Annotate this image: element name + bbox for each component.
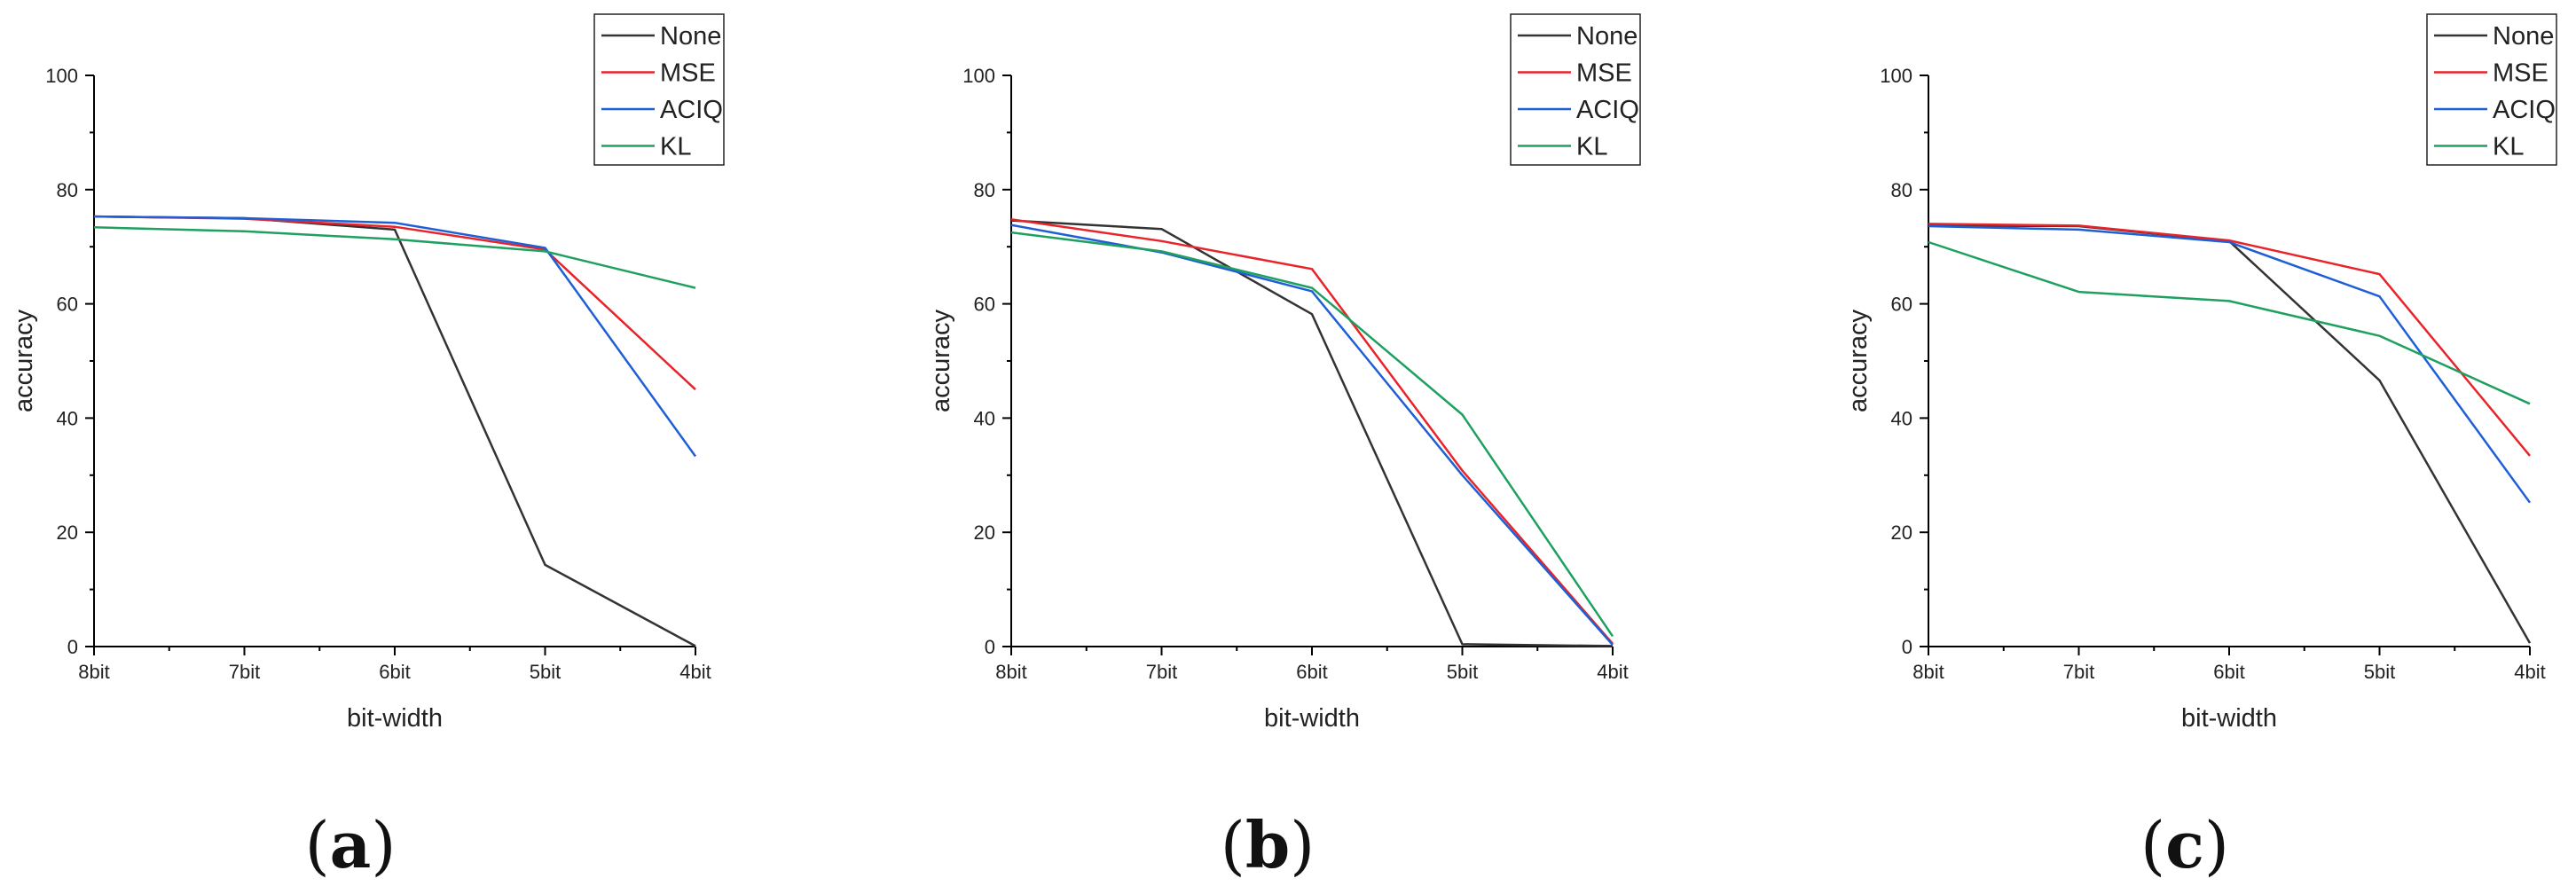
y-axis-title: accuracy	[10, 309, 38, 412]
y-tick-label: 60	[57, 294, 78, 316]
legend-label-none: None	[2493, 22, 2554, 51]
y-axis-title: accuracy	[1844, 309, 1873, 412]
y-tick-label: 40	[974, 407, 995, 429]
y-tick-label: 60	[974, 294, 995, 316]
panel-label-open: (	[305, 808, 330, 882]
series-line-none	[1928, 224, 2532, 644]
legend-label-mse: MSE	[1576, 59, 1632, 88]
series-line-none	[1010, 219, 1614, 647]
x-axis-title: bit-width	[347, 704, 443, 733]
x-tick-label: 8bit	[1912, 661, 1944, 683]
x-tick-label: 7bit	[229, 661, 260, 683]
x-tick-label: 6bit	[1296, 661, 1327, 683]
y-tick-label: 0	[1902, 636, 1912, 658]
x-tick-label: 4bit	[1597, 661, 1628, 683]
legend-box	[2426, 13, 2557, 166]
legend-box	[593, 13, 725, 166]
legend: None MSE ACIQ KL	[593, 13, 725, 166]
x-tick-label: 7bit	[1146, 661, 1177, 683]
series-line-none	[93, 215, 696, 647]
y-tick-label: 20	[974, 522, 995, 544]
legend-label-aciq: ACIQ	[2493, 96, 2556, 124]
legend-box	[1510, 13, 1641, 166]
legend-label-none: None	[660, 22, 721, 51]
legend-label-mse: MSE	[660, 59, 716, 88]
y-axis-title: accuracy	[927, 309, 955, 412]
x-tick-label: 5bit	[1447, 661, 1478, 683]
legend: None MSE ACIQ KL	[1510, 13, 1641, 166]
panel-label-close: )	[2204, 808, 2229, 882]
chart-panel-a: 0 20 40 60 80 100 8bit 7bit 6bit 5bit 4bit bit-widt…	[10, 13, 725, 882]
legend-label-mse: MSE	[2493, 59, 2549, 88]
y-tick-label: 40	[57, 407, 78, 429]
y-tick-label: 20	[57, 522, 78, 544]
series-line-mse	[1928, 223, 2531, 457]
panel-label-close: )	[371, 808, 396, 882]
legend-label-kl: KL	[660, 133, 691, 161]
y-tick-label: 0	[985, 636, 995, 658]
x-tick-label: 5bit	[530, 661, 561, 683]
legend-label-kl: KL	[1576, 133, 1607, 161]
y-tick-label: 0	[67, 636, 78, 658]
panel-label: (c)	[2140, 807, 2229, 882]
panel-label-letter: b	[1245, 807, 1290, 882]
panel-label-letter: c	[2165, 807, 2204, 882]
panel-label: (b)	[1221, 807, 1315, 882]
x-tick-label: 7bit	[2063, 661, 2094, 683]
x-tick-label: 4bit	[2514, 661, 2545, 683]
y-tick-label: 100	[45, 65, 78, 87]
x-tick-label: 8bit	[995, 661, 1026, 683]
legend-label-aciq: ACIQ	[660, 96, 723, 124]
series-line-mse	[93, 215, 696, 391]
x-axis-title: bit-width	[2181, 704, 2277, 733]
series-line-kl	[1928, 240, 2531, 405]
legend-label-none: None	[1576, 22, 1637, 51]
chart-panel-b: 0 20 40 60 80 100 8bit 7bit 6bit 5bit 4bit bit-widt…	[927, 13, 1641, 882]
panel-label-open: (	[2140, 808, 2165, 882]
y-tick-label: 80	[1891, 179, 1912, 201]
chart-panel-c: 0 20 40 60 80 100 8bit 7bit 6bit 5bit 4bit bit-widt…	[1844, 13, 2557, 882]
series-line-kl	[1010, 231, 1614, 638]
x-tick-label: 8bit	[78, 661, 109, 683]
series-line-aciq	[1010, 224, 1614, 646]
legend-label-aciq: ACIQ	[1576, 96, 1639, 124]
y-tick-label: 100	[962, 65, 995, 87]
x-tick-label: 5bit	[2364, 661, 2395, 683]
legend: None MSE ACIQ KL	[2426, 13, 2557, 166]
panel-label: (a)	[305, 807, 397, 882]
y-tick-label: 100	[1880, 65, 1912, 87]
legend-label-kl: KL	[2493, 133, 2524, 161]
y-tick-label: 60	[1891, 294, 1912, 316]
series-line-aciq	[93, 215, 697, 458]
x-tick-label: 6bit	[2213, 661, 2244, 683]
x-tick-label: 6bit	[379, 661, 410, 683]
series-line-aciq	[1928, 224, 2532, 504]
y-tick-label: 80	[974, 179, 995, 201]
panel-label-close: )	[1290, 808, 1315, 882]
y-tick-label: 20	[1891, 522, 1912, 544]
y-tick-label: 40	[1891, 407, 1912, 429]
panel-label-letter: a	[330, 807, 372, 882]
panel-label-open: (	[1221, 808, 1245, 882]
series-line-kl	[93, 226, 696, 289]
y-tick-label: 80	[57, 179, 78, 201]
x-axis-title: bit-width	[1264, 704, 1360, 733]
series-line-mse	[1010, 218, 1614, 645]
x-tick-label: 4bit	[679, 661, 711, 683]
